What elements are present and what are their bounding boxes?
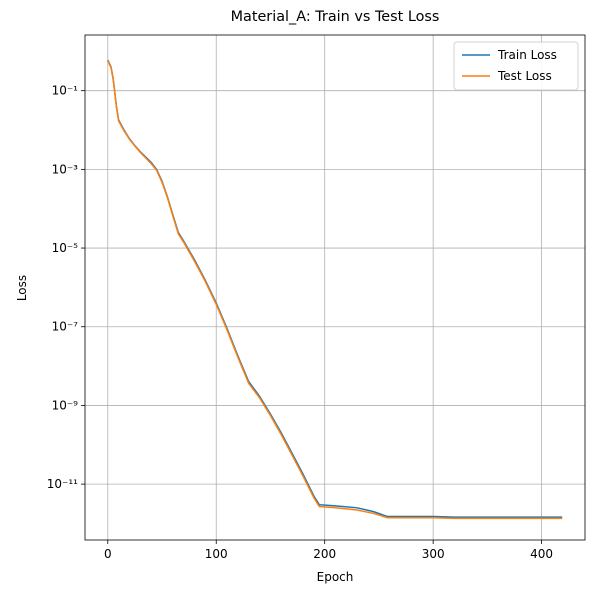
y-tick-label: 10⁻⁷ (52, 320, 79, 334)
loss-line (107, 59, 563, 518)
y-tick-label: 10⁻¹¹ (47, 477, 78, 491)
x-tick-label: 0 (104, 547, 112, 561)
x-tick-label: 400 (530, 547, 553, 561)
y-axis-label: Loss (15, 275, 29, 301)
x-tick-label: 200 (313, 547, 336, 561)
loss-line (107, 60, 563, 520)
axes-frame (84, 34, 586, 541)
y-tick-label: 10⁻¹ (52, 84, 79, 98)
legend-box (453, 41, 579, 91)
x-axis-label: Epoch (317, 570, 354, 584)
y-tick-label: 10⁻⁹ (52, 398, 79, 412)
x-tick-label: 100 (205, 547, 228, 561)
legend-label: Test Loss (497, 69, 552, 83)
y-tick-label: 10⁻³ (52, 162, 79, 176)
legend-label: Train Loss (497, 48, 557, 62)
chart-title: Material_A: Train vs Test Loss (231, 9, 440, 25)
x-tick-label: 300 (422, 547, 445, 561)
y-tick-label: 10⁻⁵ (52, 241, 79, 255)
